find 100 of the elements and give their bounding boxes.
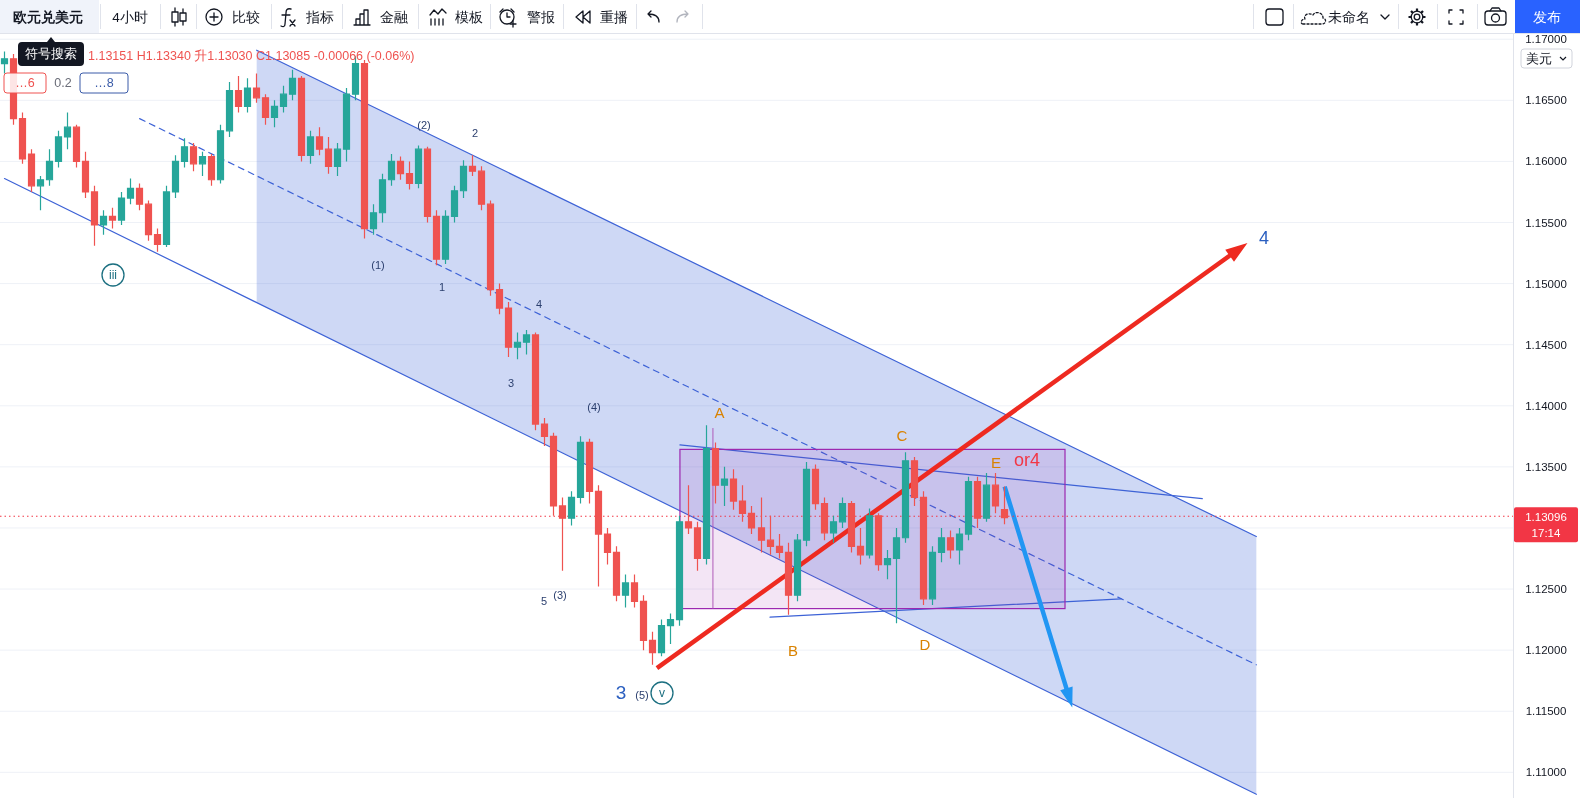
- candlestick: [171, 154, 180, 199]
- candlestick: [630, 573, 639, 608]
- candlestick: [396, 155, 405, 181]
- candlestick: [504, 301, 513, 358]
- candlestick: [369, 203, 378, 236]
- text: 美元: [1526, 50, 1552, 66]
- candlestick: [162, 185, 171, 248]
- y-tick-label: 1.11000: [1525, 766, 1567, 779]
- candlestick: [135, 182, 144, 211]
- candlestick: [531, 331, 540, 431]
- annotation: 4: [535, 298, 543, 310]
- candlestick: [585, 438, 594, 505]
- annotation: iii: [109, 268, 117, 282]
- candlestick: [297, 75, 306, 163]
- candlestick: [72, 124, 81, 169]
- candlestick: [252, 72, 261, 104]
- candlestick: [63, 111, 72, 150]
- candlestick: [378, 173, 387, 224]
- candlestick: [820, 496, 829, 541]
- candlestick: [495, 282, 504, 315]
- annotation: A: [714, 403, 725, 421]
- candlestick: [522, 329, 531, 356]
- candlestick: [126, 177, 135, 205]
- candlestick: [90, 185, 99, 247]
- ref-line-label: 1.13096: [1525, 511, 1567, 524]
- candlestick: [324, 136, 333, 175]
- candlestick: [576, 435, 585, 505]
- candlestick: [18, 111, 27, 165]
- candlestick: [838, 496, 847, 529]
- candlestick: [441, 209, 450, 265]
- candlestick: [693, 521, 702, 572]
- candlestick: [459, 159, 468, 199]
- candlestick: [811, 463, 820, 511]
- candlestick: [549, 432, 558, 517]
- candlestick: [108, 207, 117, 230]
- annotation: B: [787, 641, 799, 659]
- candlestick: [198, 151, 207, 177]
- annotation: 0.2: [54, 76, 72, 90]
- candlestick: [621, 573, 630, 608]
- candlestick: [883, 549, 892, 580]
- annotation: (3): [553, 589, 567, 601]
- candlestick: [666, 612, 675, 645]
- annotation: (2): [417, 119, 431, 131]
- y-tick-label: 1.11500: [1525, 705, 1567, 718]
- annotation: or4: [1013, 449, 1041, 470]
- candlestick: [216, 124, 225, 184]
- candlestick: [405, 160, 414, 191]
- candlestick: [342, 87, 351, 163]
- y-tick-label: 1.17000: [1525, 33, 1567, 46]
- y-tick-label: 1.12000: [1525, 644, 1567, 657]
- candlestick: [874, 512, 883, 572]
- candlestick: [784, 542, 793, 616]
- y-tick-label: 1.15000: [1525, 277, 1567, 290]
- y-tick-label: 1.12500: [1525, 583, 1567, 596]
- candlestick: [594, 484, 603, 588]
- y-tick-label: 1.14000: [1525, 399, 1567, 412]
- annotation: 2: [471, 127, 479, 139]
- candlestick: [856, 527, 865, 566]
- candlestick: [675, 515, 684, 627]
- candlestick: [829, 515, 838, 544]
- annotation: 1: [438, 281, 446, 293]
- y-tick-label: 1.16500: [1525, 94, 1567, 107]
- candlestick: [225, 81, 234, 138]
- candlestick: [333, 142, 342, 177]
- candlestick: [261, 93, 270, 126]
- candlestick: [892, 527, 901, 624]
- candlestick: [567, 490, 576, 527]
- annotation: v: [659, 686, 665, 700]
- candlestick: [973, 476, 982, 529]
- candlestick: [360, 59, 369, 239]
- candlestick: [865, 507, 874, 560]
- candlestick: [910, 456, 919, 507]
- annotation: 符号搜索: [25, 47, 77, 61]
- candlestick: [432, 209, 441, 266]
- candlestick: [414, 144, 423, 189]
- annotation: …6: [15, 76, 35, 90]
- candlestick: [450, 185, 459, 224]
- candlestick: [45, 148, 54, 187]
- candlestick: [919, 490, 928, 606]
- candlestick: [477, 165, 486, 211]
- y-tick-label: 1.16000: [1525, 155, 1567, 168]
- annotation: E: [990, 453, 1002, 471]
- candlestick: [468, 154, 477, 177]
- candlestick: [747, 505, 756, 535]
- annotation: (1): [371, 259, 385, 271]
- candlestick: [540, 417, 549, 447]
- candlestick: [36, 175, 45, 211]
- candlestick: [612, 545, 621, 602]
- y-tick-label: 1.13500: [1525, 460, 1567, 473]
- annotation: 4: [1258, 228, 1270, 249]
- candlestick: [982, 472, 991, 523]
- candlestick: [513, 331, 522, 360]
- candlestick: [847, 500, 856, 554]
- candlestick: [946, 529, 955, 560]
- toolbar: 欧元兑美元 4小时 比较 指标 金融 模板 警报 重播 未命名 发布: [0, 0, 1580, 34]
- candlestick: [793, 533, 802, 602]
- candlestick: [684, 484, 693, 535]
- candlestick: [657, 619, 666, 657]
- candlestick: [54, 130, 63, 169]
- annotation: …8: [94, 76, 114, 90]
